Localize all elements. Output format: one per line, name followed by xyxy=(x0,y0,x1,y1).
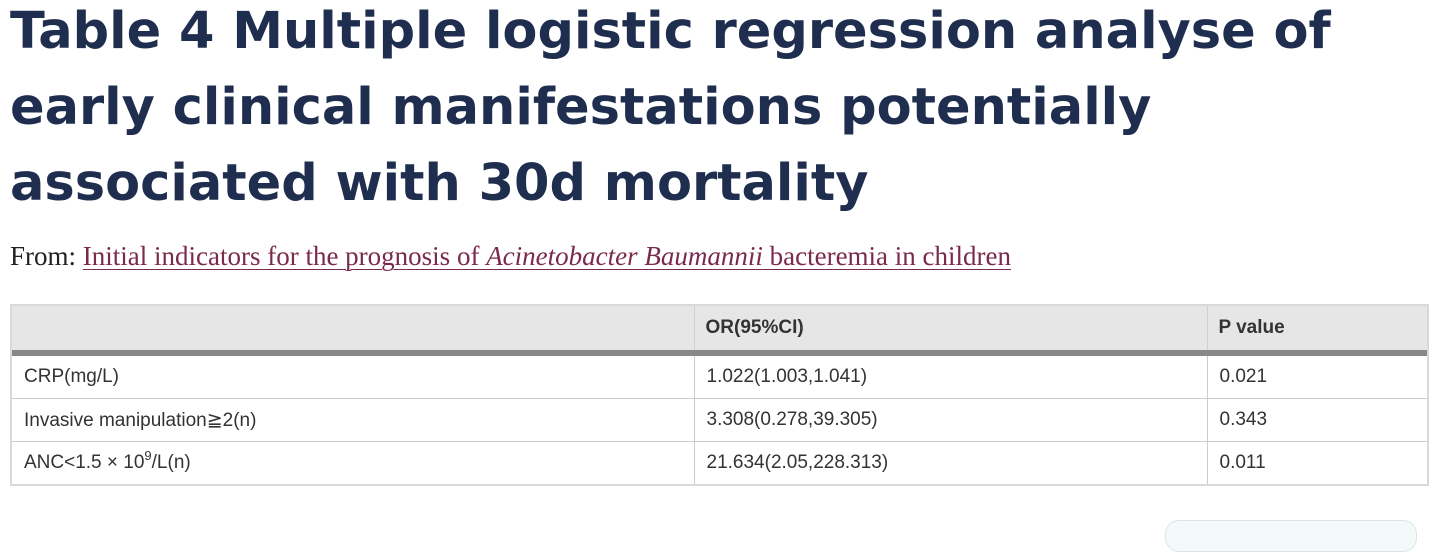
partial-button[interactable] xyxy=(1165,520,1417,552)
link-text-2: bacteremia in children xyxy=(762,241,1012,271)
table-row: CRP(mg/L) 1.022(1.003,1.041) 0.021 xyxy=(12,353,1427,399)
cell-or: 21.634(2.05,228.313) xyxy=(694,441,1208,484)
table-header-row: OR(95%CI) P value xyxy=(12,306,1427,356)
cell-p-value: 0.011 xyxy=(1219,452,1266,473)
cell-p-value: 0.021 xyxy=(1207,353,1427,399)
table-row: ANC<1.5 × 109/L(n) 21.634(2.05,228.313) … xyxy=(12,441,1427,484)
source-article-link[interactable]: Initial indicators for the prognosis of … xyxy=(83,241,1011,271)
link-text-1: Initial indicators for the prognosis of xyxy=(82,241,487,271)
cell-p-value: 0.343 xyxy=(1207,398,1427,442)
cell-variable: Invasive manipulation≧2(n) xyxy=(12,398,695,442)
cell-variable: ANC<1.5 × 109/L(n) xyxy=(12,441,695,484)
anc-label-exponent: 9 xyxy=(144,447,152,463)
cell-or: 1.022(1.003,1.041) xyxy=(694,353,1208,399)
table-row: Invasive manipulation≧2(n) 3.308(0.278,3… xyxy=(12,398,1427,442)
header-p-value: P value xyxy=(1207,306,1427,356)
link-text-italic: Acinetobacter Baumannii xyxy=(486,241,763,271)
regression-table-container: OR(95%CI) P value CRP(mg/L) 1.022(1.003,… xyxy=(10,304,1429,486)
header-variable xyxy=(12,306,695,356)
from-prefix: From: xyxy=(10,241,77,271)
cell-variable: CRP(mg/L) xyxy=(12,353,695,399)
header-or: OR(95%CI) xyxy=(694,306,1208,356)
page-title: Table 4 Multiple logistic regression ana… xyxy=(10,2,1331,213)
anc-label-suffix: /L(n) xyxy=(151,452,191,473)
cell-or: 3.308(0.278,39.305) xyxy=(694,398,1208,442)
anc-label-prefix: ANC<1.5 × 10 xyxy=(24,452,145,473)
source-line: From: Initial indicators for the prognos… xyxy=(10,241,1011,272)
regression-table: OR(95%CI) P value CRP(mg/L) 1.022(1.003,… xyxy=(12,306,1427,484)
